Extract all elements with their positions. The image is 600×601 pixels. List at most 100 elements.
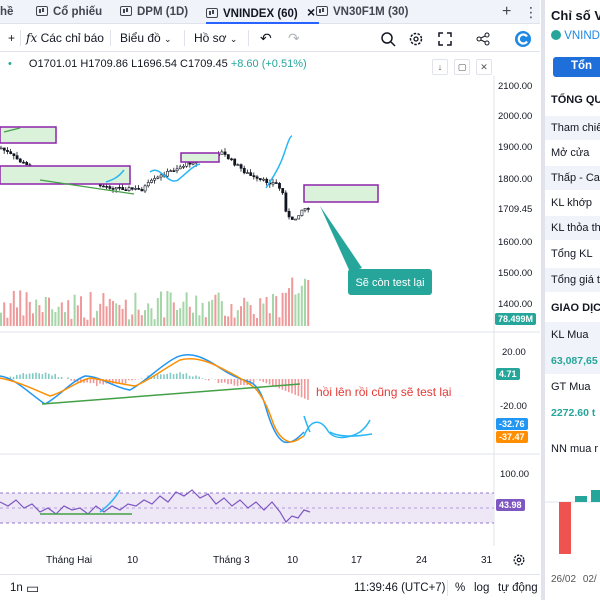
logo-icon [514, 24, 532, 52]
gear-icon[interactable] [512, 553, 526, 570]
tab-vnindex[interactable]: VNINDEX (60) × [206, 0, 319, 24]
row-label: Tổng giá t [551, 274, 600, 286]
chart-type-dropdown[interactable]: Biểu đồ ⌄ [120, 24, 172, 52]
range-1n-button[interactable]: 1n [10, 575, 23, 601]
volume-bar [144, 310, 146, 326]
candle-body [22, 162, 24, 163]
log-toggle[interactable]: log [474, 575, 489, 601]
clock-display[interactable]: 11:39:46 (UTC+7) [354, 575, 446, 601]
candle-body [154, 178, 156, 180]
calendar-icon[interactable]: ▭ [26, 575, 39, 601]
rsi-tick: 100.00 [500, 469, 529, 480]
histogram-bar [262, 379, 264, 382]
volume-bar [218, 293, 220, 326]
candle-body [131, 188, 133, 190]
change-value: +8.60 (+0.51%) [231, 58, 307, 70]
rsi-badge: 43.98 [496, 499, 525, 511]
candle-body [272, 183, 274, 185]
more-icon[interactable]: ⋮ [524, 0, 538, 24]
histogram-bar [218, 379, 220, 383]
target-box[interactable] [304, 185, 378, 202]
close-icon[interactable]: ✕ [476, 59, 492, 75]
histogram-bar [32, 373, 34, 379]
buy-volume: 63,087,65 [551, 355, 600, 367]
volume-bar [163, 317, 165, 326]
candle-body [157, 177, 159, 178]
price-tick: 2000.00 [498, 111, 532, 122]
volume-bar [298, 293, 300, 326]
candle-body [262, 179, 264, 180]
tab-dpm[interactable]: DPM (1D) [120, 0, 188, 24]
volume-bar [221, 301, 223, 326]
maximize-icon[interactable]: ▢ [454, 59, 470, 75]
histogram-bar [221, 379, 223, 383]
tab-partial[interactable]: hề [0, 0, 13, 24]
volume-bar [307, 280, 309, 326]
search-zoom-icon[interactable] [380, 24, 396, 52]
volume-bar [182, 302, 184, 326]
redo-icon[interactable]: ↷ [288, 24, 300, 52]
status-dot: • [8, 58, 12, 70]
row-label: GT Mua [551, 381, 600, 393]
volume-bar [301, 286, 303, 326]
volume-bar [288, 288, 290, 326]
arrow-down-icon[interactable]: ↓ [432, 59, 448, 75]
add-tab-icon[interactable]: + [502, 0, 511, 24]
volume-bar [26, 292, 28, 326]
candle-body [26, 162, 28, 164]
volume-bar [227, 316, 229, 326]
candle-body [301, 210, 303, 215]
candle-body [109, 187, 111, 189]
histogram-bar [298, 379, 300, 396]
resistance-box[interactable] [0, 127, 56, 143]
histogram-bar [176, 374, 178, 379]
candle-body [291, 217, 293, 220]
volume-bar [253, 314, 255, 326]
price-tick: 1500.00 [498, 268, 532, 279]
volume-bar [48, 298, 50, 326]
fullscreen-icon[interactable] [438, 24, 452, 52]
candle-body [6, 150, 8, 151]
tab-stocks[interactable]: Cổ phiếu [36, 0, 102, 24]
histogram-bar [227, 379, 229, 384]
volume-bar [54, 312, 56, 326]
time-tick: Tháng Hai [46, 555, 92, 566]
symbol-row[interactable]: VNINDE [551, 30, 600, 42]
volume-bar [230, 304, 232, 326]
range-box[interactable] [181, 153, 219, 162]
chart-canvas[interactable]: Sẽ còn test lại hồi lên rồi cũng sẽ test… [0, 76, 540, 546]
row-label: KL khớp [551, 197, 600, 209]
volume-bar [83, 317, 85, 326]
function-icon: fx [26, 31, 37, 45]
chart-icon [316, 6, 328, 16]
gear-icon[interactable] [408, 24, 424, 52]
volume-bar [35, 300, 37, 326]
auto-toggle[interactable]: tự động [498, 575, 538, 601]
profile-dropdown[interactable]: Hồ sơ ⌄ [194, 24, 237, 52]
overview-button[interactable]: Tổn [553, 57, 600, 77]
undo-icon[interactable]: ↶ [260, 24, 272, 52]
volume-bar [243, 298, 245, 326]
volume-bar [3, 302, 5, 326]
volume-bar [157, 298, 159, 326]
volume-bar [234, 318, 236, 326]
tab-vn30f1m[interactable]: VN30F1M (30) [316, 0, 408, 24]
volume-bar [198, 315, 200, 326]
time-tick: 10 [127, 555, 138, 566]
volume-bar [96, 311, 98, 326]
volume-bar [70, 319, 72, 326]
percent-toggle[interactable]: % [455, 575, 465, 601]
volume-bar [112, 301, 114, 326]
crosshair-icon[interactable]: + [8, 24, 15, 52]
indicators-button[interactable]: fx Các chỉ báo [26, 24, 104, 52]
volume-bar [45, 297, 47, 326]
support-box[interactable] [0, 166, 130, 184]
candle-body [240, 165, 242, 169]
close-tab-icon[interactable]: × [307, 4, 315, 20]
histogram-bar [51, 375, 53, 379]
projection-curve[interactable] [330, 432, 372, 436]
volume-bar [179, 308, 181, 326]
share-icon[interactable] [476, 24, 490, 52]
histogram-bar [90, 379, 92, 383]
volume-bar [186, 292, 188, 326]
